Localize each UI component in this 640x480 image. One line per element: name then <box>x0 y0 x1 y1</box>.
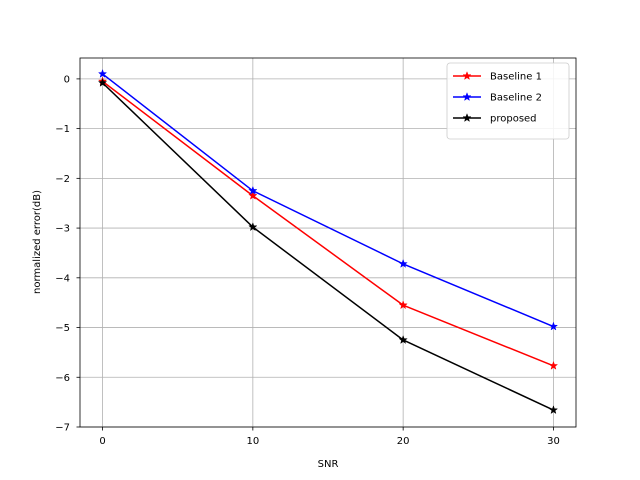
legend-label: Baseline 2 <box>490 93 542 104</box>
y-tick-label: −7 <box>55 423 70 434</box>
x-tick-label: 10 <box>246 436 259 447</box>
plot-frame <box>79 57 577 428</box>
series-proposed <box>97 77 559 415</box>
legend-entry: Baseline 1 <box>453 71 542 83</box>
data-point <box>97 77 108 87</box>
data-point <box>248 190 258 200</box>
legend: Baseline 1 Baseline 2 proposed <box>446 62 570 140</box>
y-tick-label: 0 <box>64 74 70 85</box>
y-axis-label: normalized error(dB) <box>32 190 43 294</box>
y-tick-label: −6 <box>55 373 70 384</box>
series-line <box>102 73 554 328</box>
data-point <box>248 185 258 195</box>
data-point <box>548 405 559 415</box>
x-tick-label: 20 <box>397 436 410 447</box>
series-baseline-2 <box>97 68 559 331</box>
legend-entry: Baseline 2 <box>453 92 542 104</box>
data-point <box>398 300 408 310</box>
legend-marker <box>462 113 472 123</box>
series-layer <box>97 68 559 415</box>
legend-marker <box>462 92 472 102</box>
y-tick-label: −1 <box>55 124 70 135</box>
data-point <box>97 68 108 78</box>
legend-marker <box>462 71 472 81</box>
legend-entry: proposed <box>453 113 537 125</box>
data-point <box>398 335 408 344</box>
legend-label: proposed <box>490 114 537 125</box>
y-tick-label: −3 <box>55 224 70 235</box>
data-point <box>548 321 559 331</box>
y-tick-label: −4 <box>55 273 70 284</box>
x-tick-label: 0 <box>99 436 105 447</box>
data-point <box>248 222 258 232</box>
ticks: 0 10 20 30 0 −1 −2 −3 −4 −5 −6 −7 <box>55 74 560 447</box>
x-tick-label: 30 <box>547 436 560 447</box>
legend-box <box>446 62 570 140</box>
data-point <box>548 360 559 370</box>
grid <box>80 58 576 428</box>
series-line <box>102 80 554 367</box>
y-tick-label: −5 <box>55 323 70 334</box>
series-line <box>102 82 554 411</box>
x-axis-label: SNR <box>318 459 339 470</box>
legend-label: Baseline 1 <box>490 72 542 83</box>
data-point <box>398 258 408 268</box>
y-tick-label: −2 <box>55 174 70 185</box>
